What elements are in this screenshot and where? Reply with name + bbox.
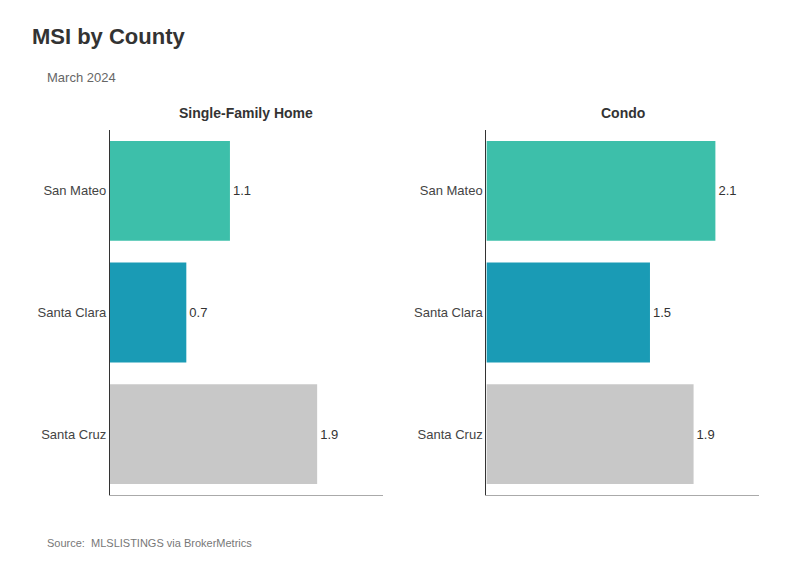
svg-text:Santa Cruz: Santa Cruz xyxy=(418,427,483,442)
svg-text:0.7: 0.7 xyxy=(189,305,207,320)
svg-text:Condo: Condo xyxy=(601,105,645,121)
svg-text:MSI by County: MSI by County xyxy=(32,24,186,49)
svg-text:1.9: 1.9 xyxy=(697,427,715,442)
svg-text:San Mateo: San Mateo xyxy=(43,183,106,198)
svg-text:2.1: 2.1 xyxy=(718,183,736,198)
svg-text:1.9: 1.9 xyxy=(320,427,338,442)
svg-text:Santa Clara: Santa Clara xyxy=(414,305,483,320)
svg-text:1.5: 1.5 xyxy=(653,305,671,320)
svg-text:Single-Family Home: Single-Family Home xyxy=(179,105,313,121)
svg-text:Source: MLSLISTINGS via Broke: Source: MLSLISTINGS via BrokerMetrics xyxy=(47,537,252,549)
svg-text:1.1: 1.1 xyxy=(233,183,251,198)
svg-text:Santa Clara: Santa Clara xyxy=(38,305,107,320)
svg-text:San Mateo: San Mateo xyxy=(420,183,483,198)
svg-text:Santa Cruz: Santa Cruz xyxy=(41,427,106,442)
svg-text:March 2024: March 2024 xyxy=(47,70,116,85)
